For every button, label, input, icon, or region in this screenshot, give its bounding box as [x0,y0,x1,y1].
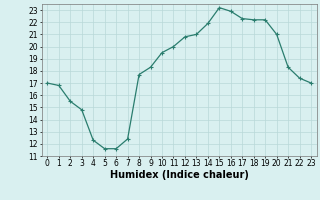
X-axis label: Humidex (Indice chaleur): Humidex (Indice chaleur) [110,170,249,180]
